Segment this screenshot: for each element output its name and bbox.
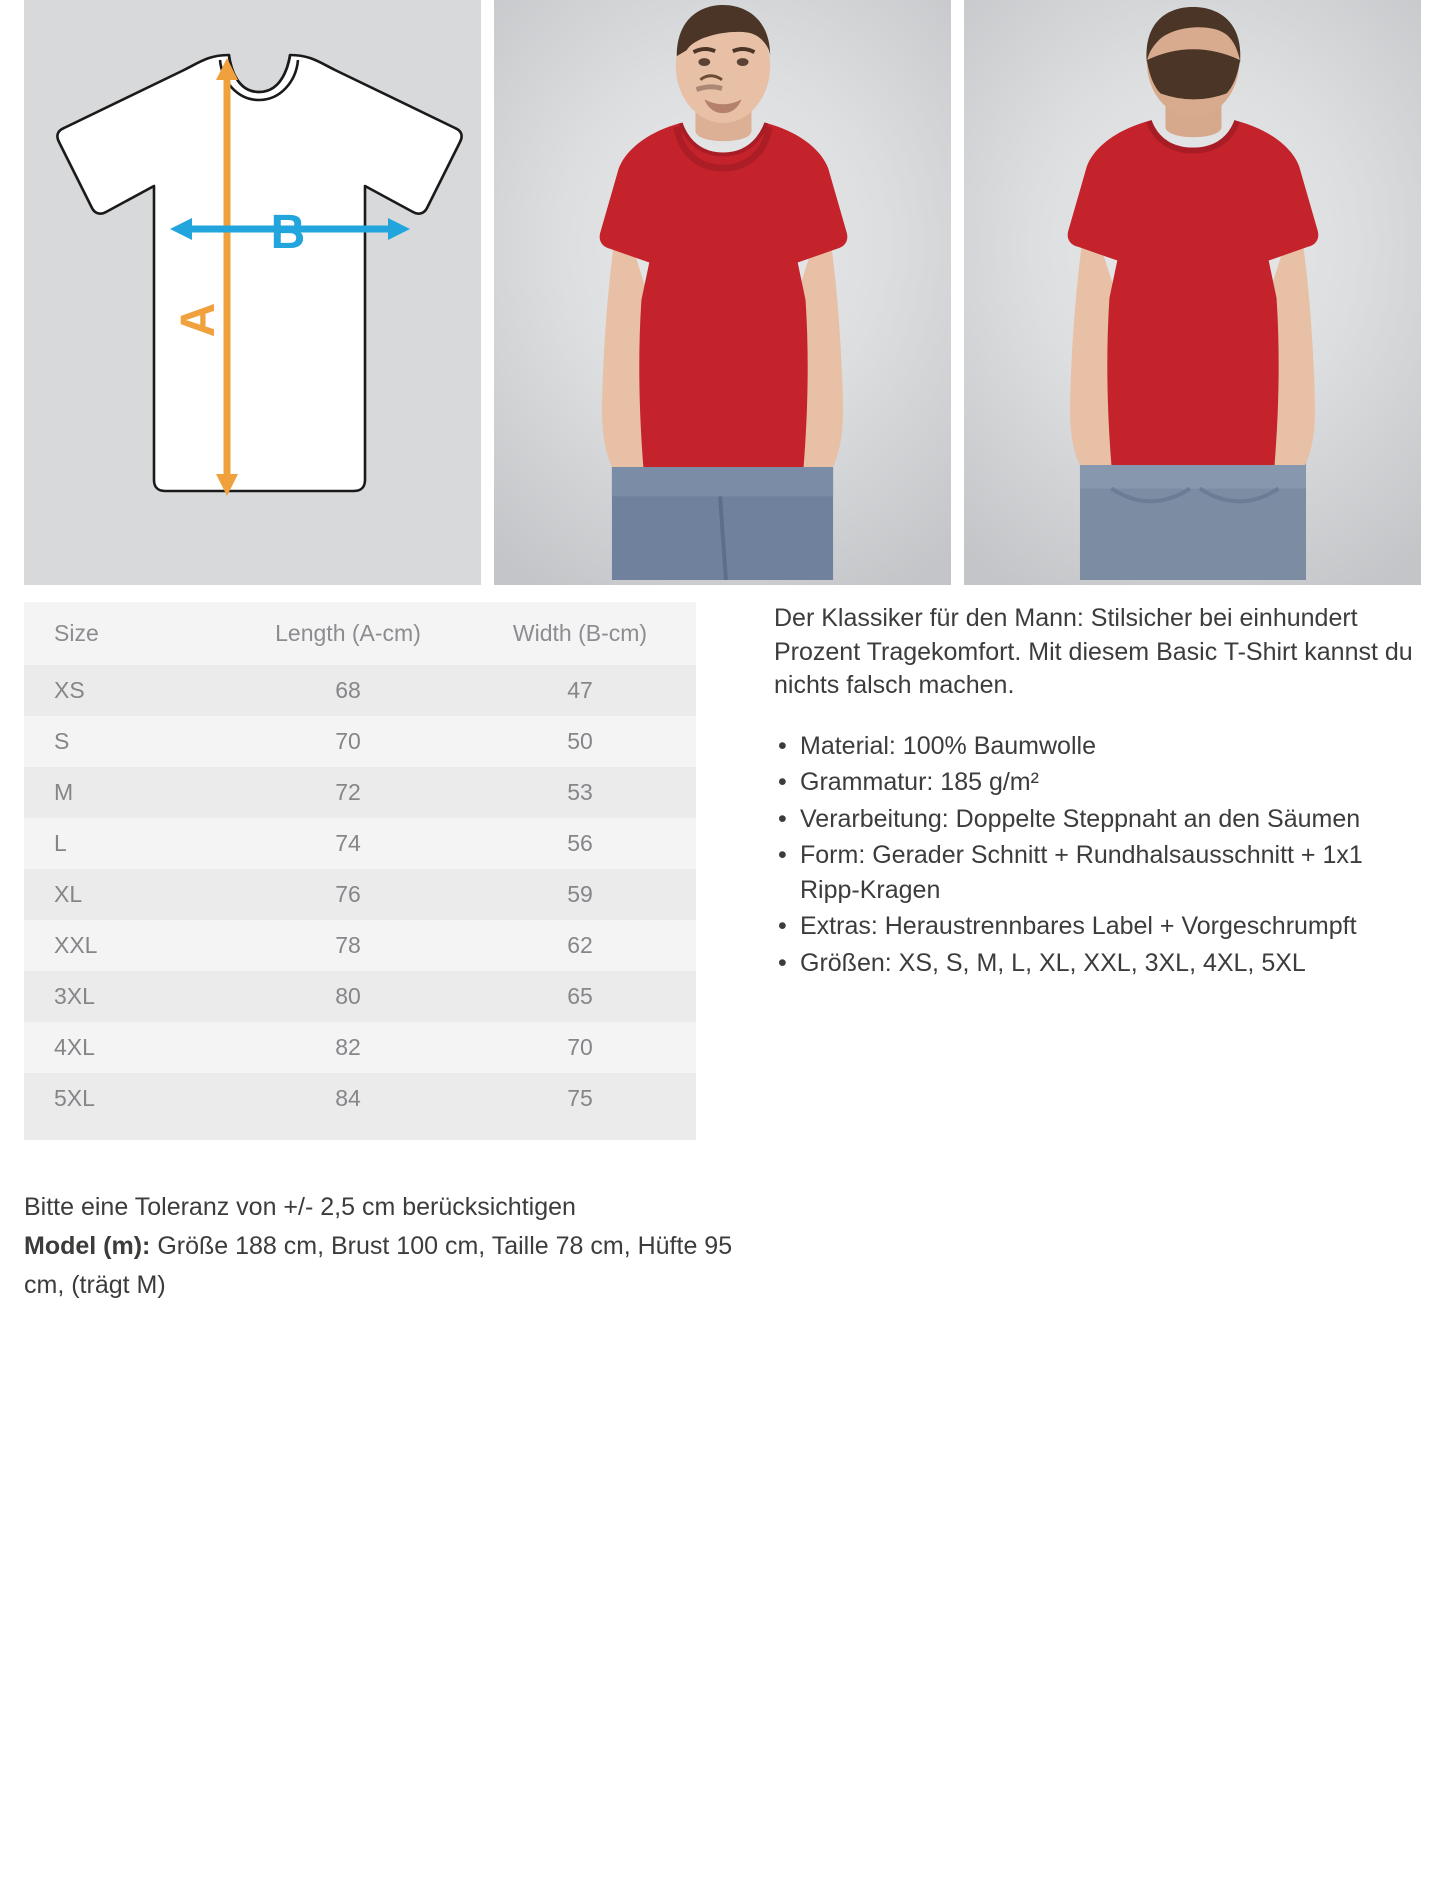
cell-length: 84 <box>335 1085 361 1111</box>
size-chart-table: Size Length (A-cm) Width (B-cm) XS 68 47… <box>24 602 696 1124</box>
cell-size: M <box>54 779 74 805</box>
list-item: Größen: XS, S, M, L, XL, XXL, 3XL, 4XL, … <box>774 946 1421 981</box>
footnote-section: Bitte eine Toleranz von +/- 2,5 cm berüc… <box>0 1140 760 1304</box>
table-row: XS 68 47 <box>24 665 696 716</box>
cell-size: 3XL <box>54 983 95 1009</box>
cell-width: 50 <box>567 728 593 754</box>
table-header-row: Size Length (A-cm) Width (B-cm) <box>24 602 696 665</box>
measurement-diagram-panel: A B <box>24 0 481 585</box>
cell-size: XS <box>54 677 85 703</box>
width-arrow-b <box>170 218 410 240</box>
header-size: Size <box>54 620 99 646</box>
table-row: L 74 56 <box>24 818 696 869</box>
cell-width: 70 <box>567 1034 593 1060</box>
table-bottom-edge <box>24 1124 696 1140</box>
header-width: Width (B-cm) <box>512 620 648 646</box>
model-note: Model (m): Größe 188 cm, Brust 100 cm, T… <box>24 1227 736 1305</box>
cell-length: 74 <box>335 830 361 856</box>
cell-width: 59 <box>567 881 593 907</box>
table-row: 5XL 84 75 <box>24 1073 696 1124</box>
cell-size: XXL <box>54 932 98 958</box>
model-back-illustration <box>1067 6 1319 580</box>
label-a: A <box>172 303 225 338</box>
product-info-section: Size Length (A-cm) Width (B-cm) XS 68 47… <box>0 585 1445 1140</box>
product-image-strip: A B <box>0 0 1445 585</box>
table-row: S 70 50 <box>24 716 696 767</box>
table-row: M 72 53 <box>24 767 696 818</box>
cell-length: 76 <box>335 881 361 907</box>
header-length: Length (A-cm) <box>275 620 421 646</box>
cell-size: XL <box>54 881 83 907</box>
cell-size: S <box>54 728 70 754</box>
cell-length: 80 <box>335 983 361 1009</box>
cell-size: 5XL <box>54 1085 95 1111</box>
cell-width: 65 <box>567 983 593 1009</box>
length-arrow-a <box>216 58 238 496</box>
table-row: XL 76 59 <box>24 869 696 920</box>
cell-length: 68 <box>335 677 361 703</box>
feature-list: Material: 100% Baumwolle Grammatur: 185 … <box>774 729 1421 981</box>
label-b: B <box>271 206 306 259</box>
description-column: Der Klassiker für den Mann: Stilsicher b… <box>696 602 1421 1140</box>
cell-length: 82 <box>335 1034 361 1060</box>
cell-width: 56 <box>567 830 593 856</box>
cell-length: 78 <box>335 932 361 958</box>
tshirt-outline-icon: A B <box>56 53 463 496</box>
description-intro: Der Klassiker für den Mann: Stilsicher b… <box>774 604 1413 699</box>
tolerance-note: Bitte eine Toleranz von +/- 2,5 cm berüc… <box>24 1193 576 1221</box>
cell-width: 75 <box>567 1085 593 1111</box>
list-item: Grammatur: 185 g/m² <box>774 765 1421 800</box>
list-item: Form: Gerader Schnitt + Rundhalsausschni… <box>774 838 1421 907</box>
product-photo-front <box>494 0 951 585</box>
model-label: Model (m): <box>24 1231 151 1260</box>
cell-length: 70 <box>335 728 361 754</box>
cell-size: 4XL <box>54 1034 95 1060</box>
cell-length: 72 <box>335 779 361 805</box>
cell-width: 47 <box>567 677 593 703</box>
model-measurements: Größe 188 cm, Brust 100 cm, Taille 78 cm… <box>24 1231 733 1299</box>
product-photo-back <box>964 0 1421 585</box>
cell-width: 62 <box>567 932 593 958</box>
table-row: XXL 78 62 <box>24 920 696 971</box>
table-row: 3XL 80 65 <box>24 971 696 1022</box>
cell-size: L <box>54 830 67 856</box>
size-table-column: Size Length (A-cm) Width (B-cm) XS 68 47… <box>24 602 696 1140</box>
model-front-illustration <box>599 5 848 581</box>
list-item: Verarbeitung: Doppelte Steppnaht an den … <box>774 802 1421 837</box>
table-row: 4XL 82 70 <box>24 1022 696 1073</box>
list-item: Material: 100% Baumwolle <box>774 729 1421 764</box>
cell-width: 53 <box>567 779 593 805</box>
list-item: Extras: Heraustrennbares Label + Vorgesc… <box>774 909 1421 944</box>
